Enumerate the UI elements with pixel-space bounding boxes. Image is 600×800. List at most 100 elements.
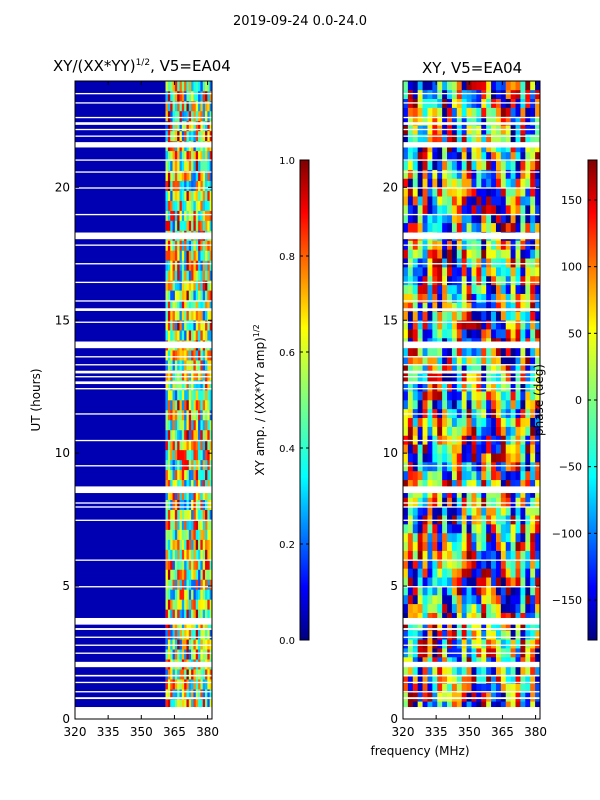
phase-heat-cell [427,506,433,516]
phase-heat-cell [447,275,453,286]
phase-heat-cell [432,275,438,286]
phase-heat-cell [422,302,428,312]
phase-heat-cell [461,701,467,711]
amp-heat-cell [198,639,201,650]
amp-heat-cell [177,599,180,610]
phase-heat-cell [407,488,414,498]
phase-heat-cell [461,205,467,215]
amp-heat-cell [202,300,206,311]
phase-heat-cell [442,665,448,675]
phase-heat-cell [451,320,458,330]
phase-heat-cell [535,178,540,188]
amp-heat-cell [172,300,176,311]
amp-heat-cell [209,100,212,112]
phase-heat-cell [451,444,458,454]
phase-heat-cell [407,417,414,427]
amp-heat-cell [202,250,206,261]
phase-heat-cell [407,532,414,543]
phase-heat-cell [422,213,428,224]
amp-heat-cell [209,639,212,650]
amp-heat-cell [200,110,204,122]
phase-heat-cell [530,497,536,507]
phase-heat-cell [476,205,482,215]
amp-heat-cell [186,519,190,530]
amp-heat-cell [184,419,187,431]
amp-heat-cell [184,200,187,211]
amp-heat-cell [184,330,187,341]
amp-heat-cell [195,509,199,520]
phase-heat-cell [456,586,463,596]
phase-heat-cell [422,205,428,215]
phase-heat-cell [505,222,511,232]
phase-heat-cell [432,639,438,649]
phase-heat-cell [461,196,467,206]
amp-heat-cell [202,390,206,401]
phase-heat-cell [520,656,526,667]
phase-heat-cell [500,151,507,162]
phase-heat-cell [510,692,516,702]
amp-heat-cell [191,489,194,500]
phase-heat-cell [510,329,516,339]
phase-heat-cell [520,506,526,516]
phase-heat-cell [403,160,409,170]
phase-heat-cell [456,524,463,534]
phase-heat-cell [476,382,482,392]
amp-heat-cell [184,509,187,520]
phase-heat-cell [461,630,467,640]
phase-heat-cell [491,400,497,410]
flagged-gap [403,681,540,684]
phase-heat-cell [495,577,502,587]
amp-heat-cell [165,479,169,491]
amp-heat-cell [170,200,173,211]
amp-heat-cell [181,559,185,570]
amp-heat-cell [172,469,176,481]
amp-heat-cell [186,589,190,600]
phase-heat-cell [491,524,497,534]
phase-heat-cell [535,586,540,596]
amp-heat-cell [172,589,176,600]
phase-heat-cell [510,568,516,578]
phase-heat-cell [486,267,492,277]
phase-heat-cell [486,355,492,365]
amp-heat-cell [198,409,201,421]
amp-heat-cell [177,529,180,540]
phase-heat-cell [515,568,521,578]
phase-heat-cell [505,187,511,197]
phase-heat-cell [491,453,497,463]
amp-heat-cell [195,150,199,162]
phase-heat-cell [530,320,536,330]
amp-heat-cell [198,290,201,301]
amp-heat-cell [170,190,173,201]
amp-heat-cell [167,509,171,520]
phase-heat-cell [451,81,458,91]
phase-heat-cell [486,630,492,640]
amp-heat-cell [207,170,210,181]
phase-heat-cell [466,621,472,631]
phase-heat-cell [510,391,516,401]
phase-heat-cell [486,116,492,126]
phase-heat-cell [427,178,433,188]
amp-heat-cell [200,489,204,500]
phase-heat-cell [481,621,487,631]
amp-heat-cell [198,110,201,122]
phase-heat-cell [510,674,516,684]
phase-heat-cell [442,373,448,383]
amp-heat-cell [177,439,180,451]
phase-heat-cell [481,311,487,321]
amp-heat-cell [167,250,171,261]
phase-heat-cell [451,621,458,631]
phase-heat-cell [525,444,531,454]
amp-heat-cell [200,669,204,680]
phase-heat-cell [412,249,418,259]
amp-heat-cell [193,499,197,510]
amp-heat-cell [167,469,171,481]
phase-heat-cell [520,151,526,162]
amp-heat-cell [188,649,192,660]
phase-heat-cell [476,524,482,534]
amp-heat-cell [188,160,192,172]
amp-heat-cell [205,489,208,500]
amp-heat-cell [181,439,185,451]
phase-heat-cell [412,267,418,277]
amp-heat-cell [170,579,173,590]
phase-heat-cell [407,346,414,356]
